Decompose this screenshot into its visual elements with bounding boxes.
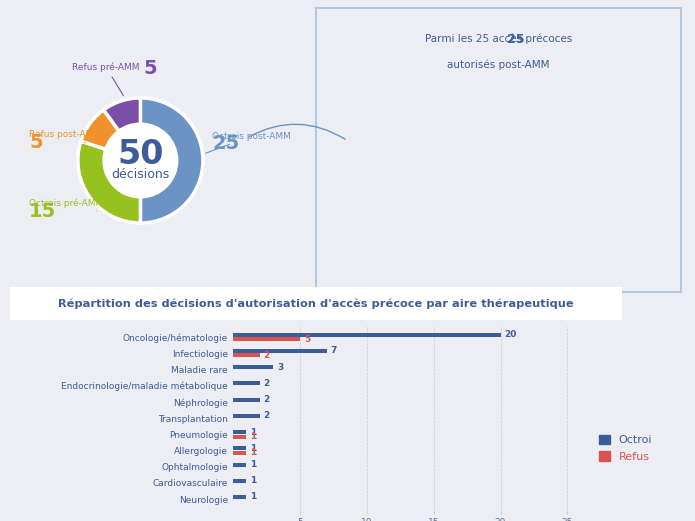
Text: 2: 2 — [263, 379, 270, 388]
Text: Parmi les 25 accès précoces: Parmi les 25 accès précoces — [425, 34, 572, 44]
Bar — [233, 353, 260, 357]
Bar — [233, 451, 246, 455]
Bar — [233, 349, 327, 353]
Text: 2: 2 — [263, 395, 270, 404]
Bar — [233, 365, 273, 369]
Text: 2: 2 — [263, 351, 270, 360]
Bar — [233, 430, 246, 434]
Text: 3: 3 — [277, 363, 284, 371]
Text: 1: 1 — [250, 492, 256, 502]
Text: 1: 1 — [250, 476, 256, 485]
Bar — [233, 495, 246, 499]
Text: 1: 1 — [250, 432, 256, 441]
Text: Octrois post-AMM: Octrois post-AMM — [206, 132, 291, 153]
Text: Répartition des décisions d'autorisation d'accès précoce par aire thérapeutique: Répartition des décisions d'autorisation… — [58, 298, 574, 309]
Text: 5: 5 — [304, 334, 310, 344]
Bar — [233, 479, 246, 483]
Text: 2: 2 — [450, 208, 456, 218]
Text: Refus post-AMM: Refus post-AMM — [29, 130, 101, 143]
Text: 1: 1 — [250, 448, 256, 457]
Text: 5: 5 — [29, 133, 42, 152]
Wedge shape — [441, 123, 498, 222]
Text: décisions: décisions — [111, 168, 170, 181]
Text: 20: 20 — [505, 330, 517, 339]
Text: ASMR IV: ASMR IV — [457, 224, 503, 245]
Text: Octrois pré-AMM: Octrois pré-AMM — [29, 198, 104, 211]
Text: 5: 5 — [403, 173, 409, 183]
Text: 12: 12 — [483, 162, 498, 172]
Text: 1: 1 — [250, 460, 256, 469]
Bar — [233, 414, 260, 418]
Wedge shape — [397, 156, 428, 213]
Wedge shape — [418, 198, 443, 222]
Circle shape — [104, 124, 177, 197]
Text: 1: 1 — [250, 444, 256, 453]
Bar — [233, 398, 260, 402]
Bar — [233, 463, 246, 467]
Text: 25: 25 — [473, 32, 525, 45]
Bar — [233, 446, 246, 450]
Text: 1: 1 — [250, 428, 256, 437]
Text: ASMR III: ASMR III — [501, 163, 553, 171]
Text: 15: 15 — [29, 202, 56, 221]
Text: 50: 50 — [117, 138, 163, 171]
Wedge shape — [81, 110, 119, 149]
Bar — [233, 435, 246, 439]
Text: 7: 7 — [331, 346, 337, 355]
Wedge shape — [78, 141, 140, 223]
Wedge shape — [400, 121, 461, 162]
Text: autorisés post-AMM: autorisés post-AMM — [448, 59, 550, 70]
Text: 6: 6 — [420, 131, 427, 141]
Text: ASMR V: ASMR V — [372, 180, 407, 194]
Wedge shape — [140, 98, 203, 223]
Text: 2: 2 — [263, 412, 270, 420]
Text: 5: 5 — [144, 59, 157, 78]
Bar — [233, 381, 260, 386]
Text: 25: 25 — [213, 134, 240, 153]
Bar — [233, 333, 500, 337]
Wedge shape — [104, 98, 140, 131]
Bar — [233, 337, 300, 341]
Text: Refus pré-AMM: Refus pré-AMM — [72, 63, 140, 95]
Circle shape — [416, 140, 480, 204]
Legend: Octroi, Refus: Octroi, Refus — [594, 430, 657, 466]
Text: Non évalué: Non évalué — [372, 126, 423, 135]
